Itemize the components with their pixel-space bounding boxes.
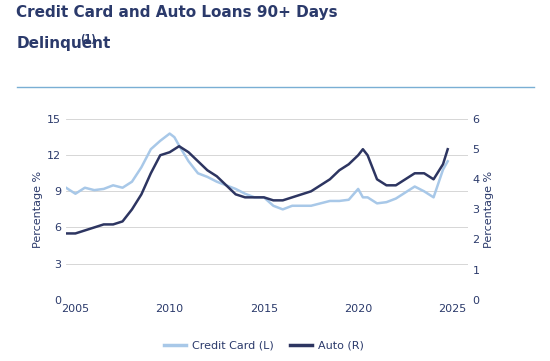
Auto (R): [261, 195, 267, 200]
Auto (R): [364, 153, 371, 157]
Text: (1): (1): [80, 34, 96, 44]
Auto (R): [251, 195, 258, 200]
Credit Card (L): [317, 201, 324, 205]
Credit Card (L): [147, 147, 154, 151]
Credit Card (L): [251, 195, 258, 200]
Auto (R): [204, 168, 211, 173]
Auto (R): [91, 225, 97, 230]
Auto (R): [360, 147, 366, 151]
Auto (R): [444, 147, 451, 151]
Credit Card (L): [242, 192, 249, 196]
Auto (R): [279, 198, 286, 203]
Auto (R): [72, 231, 79, 236]
Credit Card (L): [336, 199, 343, 203]
Auto (R): [421, 171, 427, 175]
Auto (R): [119, 219, 126, 223]
Credit Card (L): [157, 139, 163, 143]
Auto (R): [223, 183, 229, 187]
Credit Card (L): [171, 135, 178, 139]
Auto (R): [242, 195, 249, 200]
Credit Card (L): [402, 190, 409, 195]
Text: Delinquent: Delinquent: [16, 36, 111, 51]
Auto (R): [195, 159, 201, 164]
Auto (R): [81, 228, 88, 232]
Credit Card (L): [421, 189, 427, 193]
Credit Card (L): [119, 186, 126, 190]
Credit Card (L): [345, 197, 352, 202]
Auto (R): [439, 162, 446, 166]
Auto (R): [345, 162, 352, 166]
Auto (R): [232, 192, 239, 196]
Auto (R): [373, 177, 380, 182]
Auto (R): [317, 183, 324, 187]
Credit Card (L): [430, 195, 437, 200]
Credit Card (L): [360, 195, 366, 200]
Auto (R): [110, 222, 117, 227]
Credit Card (L): [444, 159, 451, 164]
Line: Auto (R): Auto (R): [66, 146, 448, 234]
Credit Card (L): [204, 175, 211, 179]
Auto (R): [336, 168, 343, 173]
Credit Card (L): [63, 186, 69, 190]
Credit Card (L): [279, 207, 286, 212]
Credit Card (L): [298, 204, 305, 208]
Credit Card (L): [223, 183, 229, 187]
Y-axis label: Percentage %: Percentage %: [33, 171, 43, 248]
Auto (R): [166, 150, 173, 155]
Credit Card (L): [355, 187, 361, 191]
Auto (R): [393, 183, 399, 187]
Auto (R): [298, 192, 305, 196]
Auto (R): [171, 147, 178, 151]
Legend: Credit Card (L), Auto (R): Credit Card (L), Auto (R): [160, 336, 368, 356]
Credit Card (L): [213, 179, 220, 184]
Credit Card (L): [81, 186, 88, 190]
Credit Card (L): [327, 199, 333, 203]
Auto (R): [383, 183, 390, 187]
Auto (R): [355, 153, 361, 157]
Credit Card (L): [364, 195, 371, 200]
Credit Card (L): [110, 183, 117, 187]
Credit Card (L): [101, 187, 107, 191]
Auto (R): [411, 171, 418, 175]
Auto (R): [430, 177, 437, 182]
Credit Card (L): [195, 171, 201, 175]
Auto (R): [327, 177, 333, 182]
Auto (R): [101, 222, 107, 227]
Credit Card (L): [373, 201, 380, 205]
Auto (R): [270, 198, 277, 203]
Credit Card (L): [439, 168, 446, 172]
Auto (R): [147, 171, 154, 175]
Auto (R): [157, 153, 163, 157]
Auto (R): [129, 207, 135, 212]
Credit Card (L): [383, 200, 390, 204]
Auto (R): [63, 231, 69, 236]
Credit Card (L): [176, 143, 183, 148]
Y-axis label: Percentage %: Percentage %: [483, 171, 494, 248]
Credit Card (L): [166, 131, 173, 136]
Credit Card (L): [270, 204, 277, 208]
Credit Card (L): [411, 184, 418, 189]
Credit Card (L): [129, 179, 135, 184]
Auto (R): [138, 192, 145, 196]
Auto (R): [213, 174, 220, 178]
Text: Credit Card and Auto Loans 90+ Days: Credit Card and Auto Loans 90+ Days: [16, 5, 338, 21]
Credit Card (L): [91, 188, 97, 192]
Credit Card (L): [232, 187, 239, 191]
Auto (R): [289, 195, 295, 200]
Auto (R): [176, 144, 183, 148]
Credit Card (L): [308, 204, 315, 208]
Credit Card (L): [72, 192, 79, 196]
Auto (R): [185, 150, 192, 155]
Auto (R): [402, 177, 409, 182]
Credit Card (L): [138, 165, 145, 169]
Credit Card (L): [289, 204, 295, 208]
Line: Credit Card (L): Credit Card (L): [66, 134, 448, 209]
Credit Card (L): [261, 195, 267, 200]
Auto (R): [308, 189, 315, 193]
Credit Card (L): [393, 196, 399, 201]
Credit Card (L): [185, 159, 192, 164]
